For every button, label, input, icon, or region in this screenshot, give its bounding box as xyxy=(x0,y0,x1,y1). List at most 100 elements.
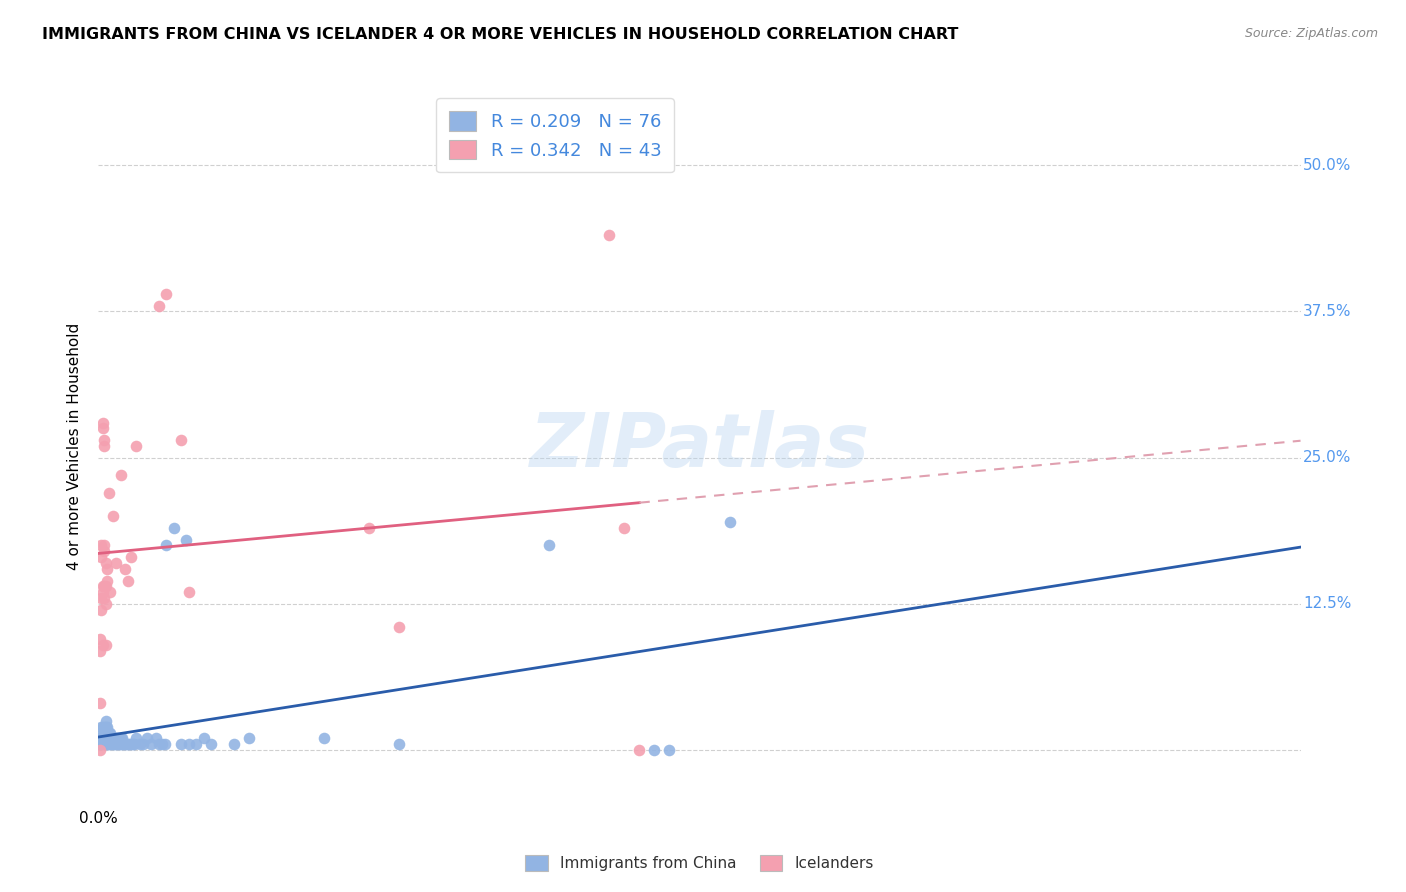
Point xyxy=(148,299,170,313)
Point xyxy=(105,556,128,570)
Point xyxy=(111,737,134,751)
Point xyxy=(238,731,260,746)
Point xyxy=(174,533,197,547)
Point xyxy=(96,737,118,751)
Point xyxy=(125,731,148,746)
Point xyxy=(96,725,118,739)
Point xyxy=(110,737,132,751)
Point xyxy=(117,737,139,751)
Point xyxy=(91,737,114,751)
Point xyxy=(613,521,636,535)
Point xyxy=(103,509,125,524)
Point xyxy=(90,720,112,734)
Point xyxy=(112,737,135,751)
Point xyxy=(162,521,184,535)
Point xyxy=(91,638,114,652)
Point xyxy=(94,556,117,570)
Point xyxy=(108,737,131,751)
Point xyxy=(96,562,118,576)
Point xyxy=(222,737,245,751)
Point xyxy=(155,538,177,552)
Point xyxy=(100,725,122,739)
Point xyxy=(96,731,118,746)
Point xyxy=(91,416,114,430)
Point xyxy=(103,737,125,751)
Point xyxy=(93,720,115,734)
Point xyxy=(94,579,117,593)
Point xyxy=(148,737,170,751)
Point xyxy=(93,725,115,739)
Point xyxy=(89,697,111,711)
Point xyxy=(90,550,112,565)
Text: 37.5%: 37.5% xyxy=(1303,304,1351,319)
Point xyxy=(94,638,117,652)
Point xyxy=(388,620,411,634)
Point xyxy=(718,515,741,529)
Point xyxy=(114,562,136,576)
Text: Source: ZipAtlas.com: Source: ZipAtlas.com xyxy=(1244,27,1378,40)
Point xyxy=(91,720,114,734)
Point xyxy=(89,644,111,658)
Point xyxy=(177,585,200,599)
Point xyxy=(97,485,120,500)
Point xyxy=(89,731,111,746)
Point xyxy=(121,737,143,751)
Text: 50.0%: 50.0% xyxy=(1303,158,1351,173)
Point xyxy=(96,720,118,734)
Point xyxy=(93,737,115,751)
Point xyxy=(135,731,157,746)
Point xyxy=(117,574,139,588)
Point xyxy=(93,439,115,453)
Point xyxy=(538,538,561,552)
Point xyxy=(150,737,173,751)
Point xyxy=(145,731,167,746)
Point xyxy=(357,521,380,535)
Point xyxy=(89,737,111,751)
Point xyxy=(105,737,128,751)
Point xyxy=(177,737,200,751)
Point xyxy=(153,737,176,751)
Point xyxy=(89,743,111,757)
Point xyxy=(100,737,122,751)
Point xyxy=(658,743,681,757)
Text: IMMIGRANTS FROM CHINA VS ICELANDER 4 OR MORE VEHICLES IN HOUSEHOLD CORRELATION C: IMMIGRANTS FROM CHINA VS ICELANDER 4 OR … xyxy=(42,27,959,42)
Point xyxy=(155,287,177,301)
Point xyxy=(94,725,117,739)
Point xyxy=(312,731,335,746)
Point xyxy=(93,731,115,746)
Point xyxy=(91,585,114,599)
Point xyxy=(107,731,129,746)
Point xyxy=(91,725,114,739)
Point xyxy=(89,632,111,646)
Point xyxy=(125,439,148,453)
Point xyxy=(94,731,117,746)
Point xyxy=(104,731,127,746)
Point xyxy=(90,591,112,605)
Point xyxy=(184,737,207,751)
Point xyxy=(643,743,665,757)
Point xyxy=(121,550,143,565)
Text: ZIPatlas: ZIPatlas xyxy=(530,409,869,483)
Point xyxy=(93,538,115,552)
Point xyxy=(91,731,114,746)
Point xyxy=(122,737,145,751)
Point xyxy=(105,731,128,746)
Point xyxy=(91,421,114,435)
Point xyxy=(114,737,136,751)
Point xyxy=(94,737,117,751)
Point xyxy=(90,538,112,552)
Point xyxy=(388,737,411,751)
Point xyxy=(101,731,124,746)
Point xyxy=(132,737,155,751)
Point xyxy=(170,433,193,447)
Legend: Immigrants from China, Icelanders: Immigrants from China, Icelanders xyxy=(519,849,880,877)
Text: 25.0%: 25.0% xyxy=(1303,450,1351,466)
Point xyxy=(107,737,129,751)
Point xyxy=(94,720,117,734)
Point xyxy=(94,597,117,611)
Point xyxy=(90,737,112,751)
Point xyxy=(100,585,122,599)
Point xyxy=(628,743,651,757)
Point xyxy=(115,737,138,751)
Y-axis label: 4 or more Vehicles in Household: 4 or more Vehicles in Household xyxy=(67,322,83,570)
